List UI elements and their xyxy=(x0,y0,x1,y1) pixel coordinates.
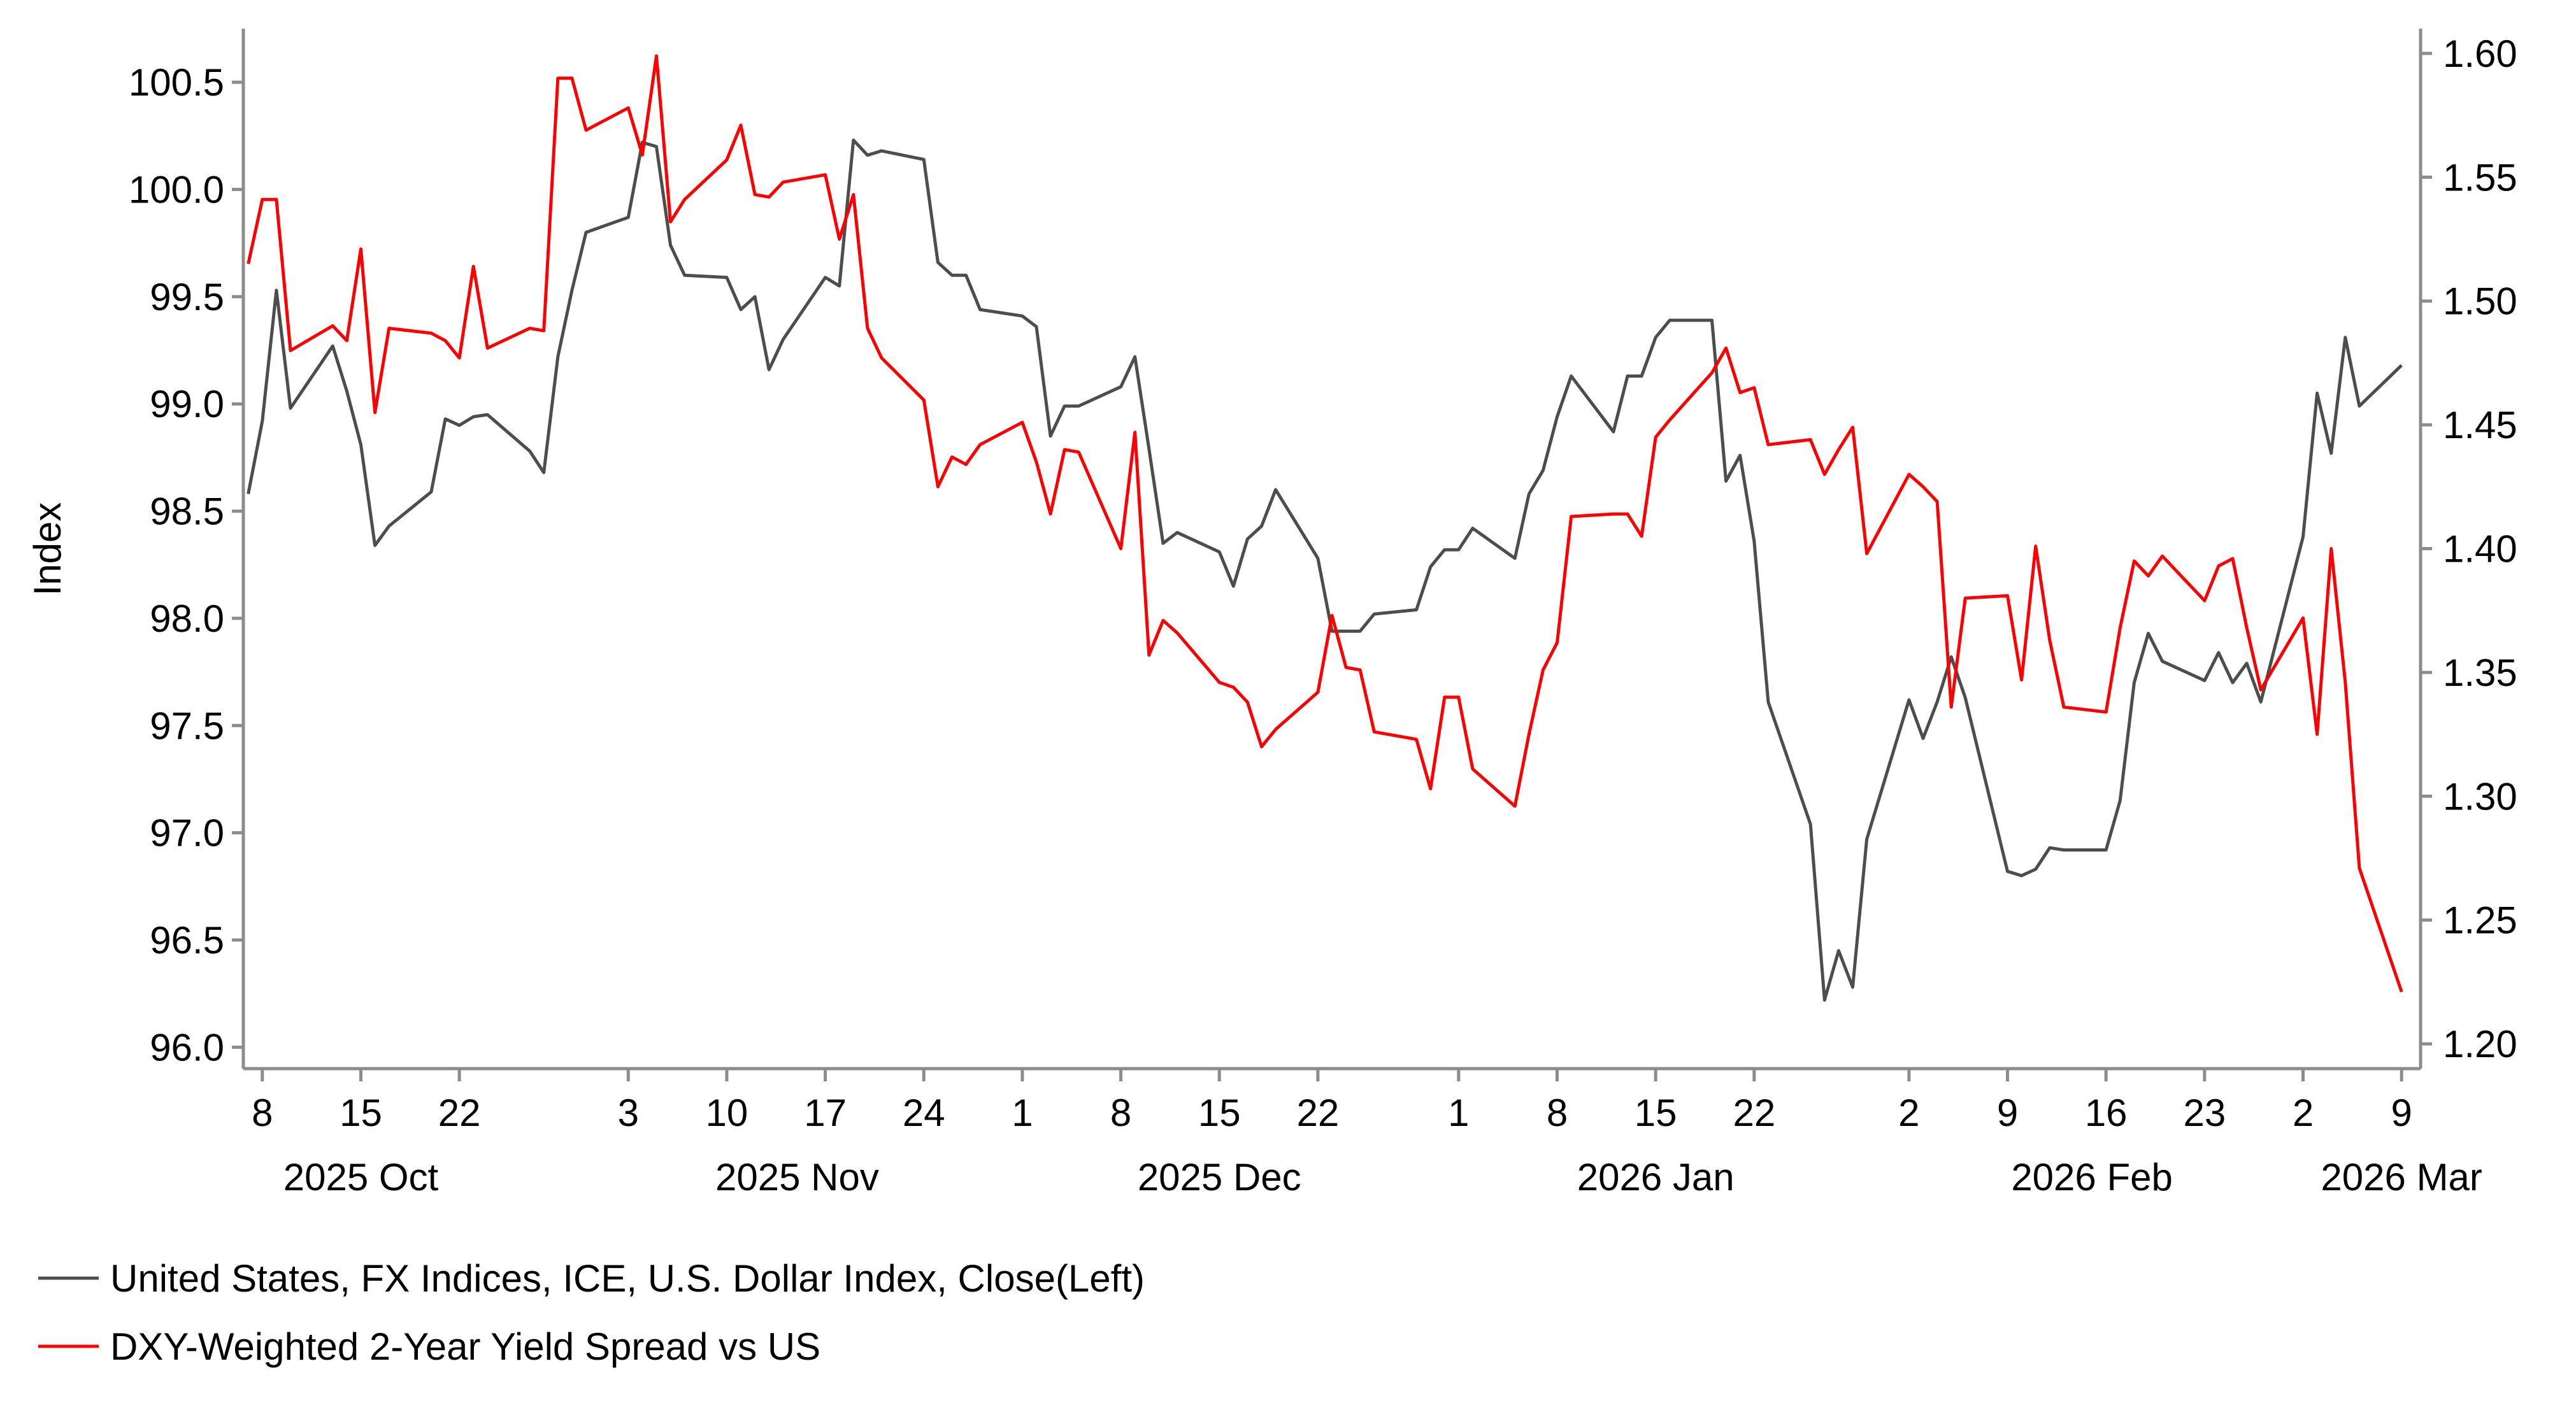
x-tick-label: 16 xyxy=(2085,1092,2128,1134)
right-tick-label: 1.60 xyxy=(2443,32,2517,75)
x-tick-label: 9 xyxy=(1997,1092,2018,1134)
series-line-dxy xyxy=(247,138,2403,1002)
left-tick-label: 96.5 xyxy=(150,919,224,962)
legend-item-dxy: United States, FX Indices, ICE, U.S. Dol… xyxy=(38,1257,1145,1300)
right-tick-label: 1.55 xyxy=(2443,156,2517,199)
left-tick-label: 99.5 xyxy=(150,276,224,318)
x-tick-label: 22 xyxy=(1297,1092,1340,1134)
x-tick-label: 8 xyxy=(1547,1092,1568,1134)
left-tick-label: 97.0 xyxy=(150,812,224,855)
x-tick-label: 22 xyxy=(438,1092,481,1134)
x-month-label: 2026 Jan xyxy=(1577,1156,1735,1199)
x-axis-month-labels: 2025 Oct 2025 Nov 2025 Dec 2026 Jan 2026 Feb… xyxy=(283,1156,2482,1199)
left-tick-label: 97.5 xyxy=(150,704,224,747)
x-tick-label: 1 xyxy=(1448,1092,1469,1134)
legend-label-spread: DXY-Weighted 2-Year Yield Spread vs US xyxy=(110,1325,820,1368)
x-axis-ticks: 8 15 22 3 10 17 24 1 8 15 22 1 8 15 22 2 9 16 23 2 9 xyxy=(252,1069,2412,1134)
left-tick-label: 100.5 xyxy=(129,61,224,104)
x-month-label: 2025 Nov xyxy=(715,1156,879,1199)
x-month-label: 2026 Mar xyxy=(2321,1156,2482,1199)
x-tick-label: 15 xyxy=(1635,1092,1677,1134)
x-month-label: 2025 Dec xyxy=(1138,1156,1301,1199)
legend-label-dxy: United States, FX Indices, ICE, U.S. Dol… xyxy=(110,1257,1145,1300)
y-axis-title: Index xyxy=(26,502,69,596)
x-tick-label: 15 xyxy=(340,1092,382,1134)
left-tick-label: 98.5 xyxy=(150,490,224,533)
x-tick-label: 9 xyxy=(2391,1092,2412,1134)
x-tick-label: 22 xyxy=(1733,1092,1775,1134)
x-tick-label: 23 xyxy=(2183,1092,2226,1134)
x-tick-label: 10 xyxy=(706,1092,748,1134)
axes xyxy=(241,29,2422,1071)
left-tick-label: 99.0 xyxy=(150,383,224,425)
x-tick-label: 3 xyxy=(618,1092,639,1134)
x-tick-label: 8 xyxy=(252,1092,273,1134)
left-tick-label: 96.0 xyxy=(150,1026,224,1069)
right-tick-label: 1.40 xyxy=(2443,528,2517,571)
series-lines xyxy=(247,54,2403,1002)
x-tick-label: 17 xyxy=(804,1092,847,1134)
x-tick-label: 1 xyxy=(1012,1092,1033,1134)
right-tick-label: 1.50 xyxy=(2443,280,2517,323)
left-tick-label: 98.0 xyxy=(150,597,224,640)
legend-item-spread: DXY-Weighted 2-Year Yield Spread vs US xyxy=(38,1325,820,1368)
x-month-label: 2025 Oct xyxy=(283,1156,439,1199)
x-tick-label: 15 xyxy=(1198,1092,1241,1134)
x-tick-label: 2 xyxy=(2293,1092,2314,1134)
x-tick-label: 8 xyxy=(1110,1092,1131,1134)
right-axis-ticks: 1.20 1.25 1.30 1.35 1.40 1.45 1.50 1.55 1.60 xyxy=(2421,32,2517,1065)
legend: United States, FX Indices, ICE, U.S. Dol… xyxy=(38,1257,1145,1368)
series-line-spread xyxy=(247,54,2403,993)
x-tick-label: 24 xyxy=(903,1092,945,1134)
x-tick-label: 2 xyxy=(1898,1092,1919,1134)
right-tick-label: 1.35 xyxy=(2443,651,2517,694)
left-axis-ticks: 96.0 96.5 97.0 97.5 98.0 98.5 99.0 99.5 100.0 100… xyxy=(129,61,243,1069)
x-month-label: 2026 Feb xyxy=(2011,1156,2173,1199)
right-tick-label: 1.25 xyxy=(2443,899,2517,942)
right-tick-label: 1.20 xyxy=(2443,1023,2517,1065)
right-tick-label: 1.45 xyxy=(2443,404,2517,446)
left-tick-label: 100.0 xyxy=(129,169,224,211)
right-tick-label: 1.30 xyxy=(2443,775,2517,818)
